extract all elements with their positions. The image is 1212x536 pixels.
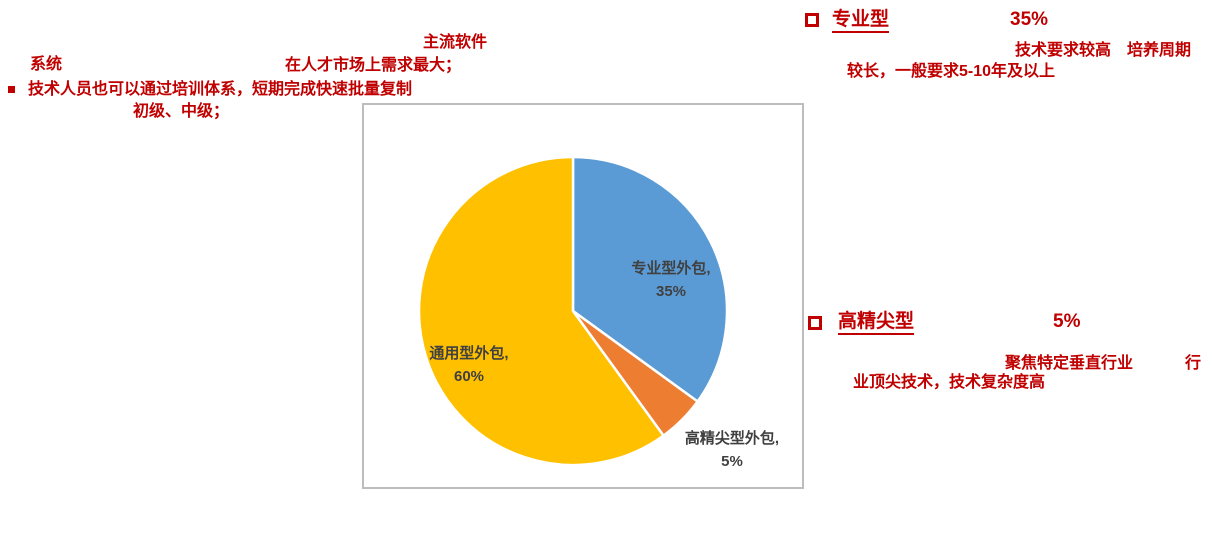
pie-label-professional-pct: 35%: [655, 283, 687, 300]
section-percent-high-end: 5%: [1053, 311, 1081, 332]
annotation-junior-mid: 初级、中级；: [133, 103, 230, 120]
pie-slice-专业型外包: [571, 155, 729, 403]
pie-label-high-end-name: 高精尖型外包,: [684, 430, 780, 447]
pie-chart: [417, 155, 729, 467]
pie-label-professional: 专业型外包, 35%: [631, 257, 710, 303]
pie-label-high-end-pct: 5%: [721, 453, 743, 470]
annotation-market-demand: 在人才市场上需求最大；: [285, 57, 462, 74]
pie-label-high-end: 高精尖型外包, 5%: [685, 427, 779, 473]
section-title-high-end: 高精尖型: [838, 311, 915, 335]
pie-label-general-pct: 60%: [453, 368, 485, 385]
pie-label-professional-name: 专业型外包,: [631, 260, 711, 277]
section-high-end-desc-line1a: 聚焦特定垂直行业: [1005, 355, 1134, 372]
pie-chart-container: 专业型外包, 35% 通用型外包, 60% 高精尖型外包, 5%: [362, 103, 804, 489]
annotation-training: 技术人员也可以通过培训体系，短期完成快速批量复制: [28, 81, 413, 98]
hollow-square-bullet-icon: [805, 13, 819, 27]
pie-label-general: 通用型外包, 60%: [429, 342, 508, 388]
bullet-square-icon: [8, 86, 15, 93]
section-professional-desc-line1: 技术要求较高 培养周期: [1015, 42, 1192, 59]
annotation-main-software: 主流软件: [423, 34, 488, 51]
pie-slice-通用型外包: [417, 155, 665, 467]
annotation-system: 系统: [30, 56, 63, 73]
hollow-square-bullet-icon: [808, 316, 822, 330]
section-title-professional: 专业型: [832, 9, 890, 33]
section-high-end-desc-line1b: 行: [1185, 355, 1202, 372]
pie-label-general-name: 通用型外包,: [429, 345, 509, 362]
section-professional-desc-line2: 较长，一般要求5-10年及以上: [847, 63, 1056, 80]
section-percent-professional: 35%: [1010, 9, 1049, 30]
section-high-end-desc-line2: 业顶尖技术，技术复杂度高: [853, 374, 1046, 391]
